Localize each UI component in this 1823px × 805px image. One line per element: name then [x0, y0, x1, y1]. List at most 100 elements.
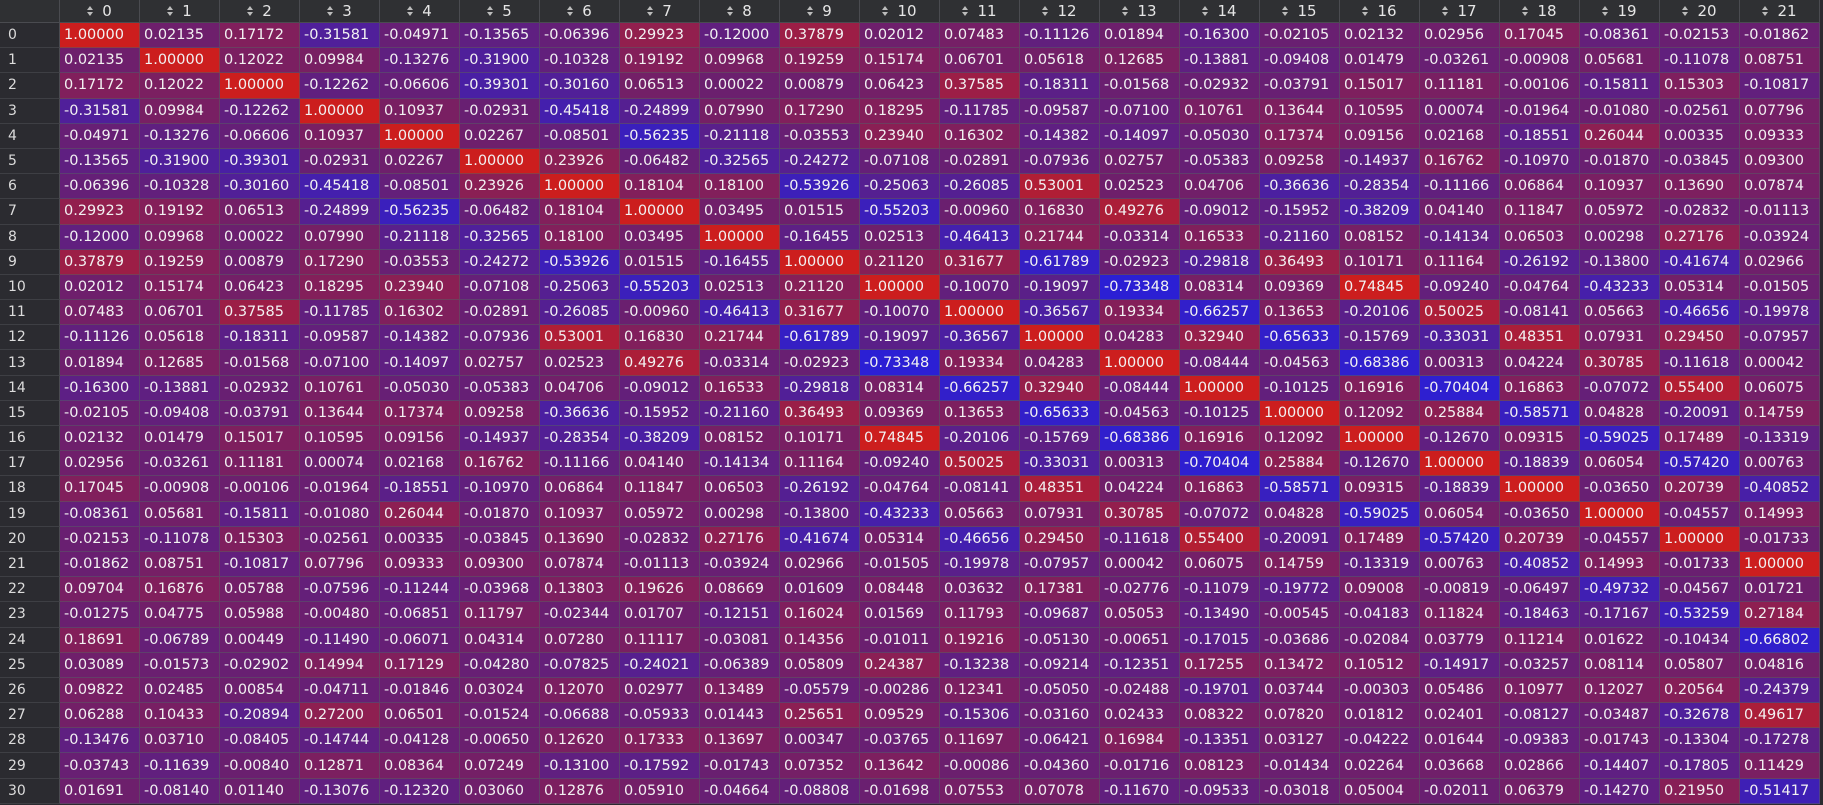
table-cell[interactable]: 0.05681 — [1580, 48, 1660, 74]
table-cell[interactable]: 1.00000 — [940, 300, 1020, 326]
table-cell[interactable]: 0.16916 — [1180, 426, 1260, 452]
table-cell[interactable]: -0.13800 — [780, 501, 860, 527]
table-cell[interactable]: 0.00879 — [780, 73, 860, 99]
table-cell[interactable]: 0.07483 — [60, 300, 140, 326]
table-cell[interactable]: 0.11697 — [940, 728, 1020, 754]
table-cell[interactable]: -0.04280 — [460, 652, 540, 678]
table-cell[interactable]: -0.36567 — [940, 325, 1020, 351]
table-cell[interactable]: 0.17374 — [380, 400, 460, 426]
table-cell[interactable]: -0.08501 — [540, 123, 620, 149]
table-cell[interactable]: -0.02153 — [1660, 23, 1740, 49]
table-cell[interactable]: -0.11490 — [300, 627, 380, 653]
table-cell[interactable]: 0.04224 — [1500, 350, 1580, 376]
table-cell[interactable]: -0.01113 — [620, 551, 700, 578]
table-cell[interactable]: -0.11618 — [1660, 350, 1740, 376]
table-cell[interactable]: 0.18691 — [60, 627, 140, 653]
table-cell[interactable]: 0.19334 — [1100, 300, 1180, 326]
table-cell[interactable]: -0.12670 — [1420, 426, 1500, 452]
table-cell[interactable]: -0.24021 — [620, 652, 700, 678]
table-cell[interactable]: -0.03160 — [1020, 703, 1100, 729]
table-cell[interactable]: -0.03553 — [780, 123, 860, 149]
table-cell[interactable]: -0.06497 — [1500, 577, 1580, 603]
table-cell[interactable]: 0.01644 — [1420, 728, 1500, 754]
table-cell[interactable]: 0.14994 — [300, 652, 380, 678]
table-cell[interactable]: 0.14759 — [1740, 400, 1820, 426]
table-cell[interactable]: -0.20091 — [1660, 400, 1740, 426]
column-header-11[interactable]: 11 — [940, 0, 1020, 23]
table-cell[interactable]: 0.09333 — [380, 551, 460, 578]
table-cell[interactable]: 0.00763 — [1420, 551, 1500, 578]
table-cell[interactable]: 0.11164 — [1420, 249, 1500, 275]
table-cell[interactable]: 0.17045 — [60, 476, 140, 502]
table-cell[interactable]: 0.08114 — [1580, 652, 1660, 678]
table-cell[interactable]: 0.03744 — [1260, 677, 1340, 704]
table-cell[interactable]: -0.13304 — [1660, 728, 1740, 754]
table-cell[interactable]: 0.07078 — [1020, 778, 1100, 804]
table-cell[interactable]: -0.06606 — [380, 73, 460, 99]
table-cell[interactable]: 0.12022 — [140, 73, 220, 99]
table-cell[interactable]: 0.32940 — [1180, 325, 1260, 351]
table-cell[interactable]: -0.15769 — [1020, 426, 1100, 452]
table-cell[interactable]: 1.00000 — [700, 224, 780, 250]
table-cell[interactable]: -0.19772 — [1260, 577, 1340, 603]
table-cell[interactable]: -0.04563 — [1100, 400, 1180, 426]
table-cell[interactable]: 0.37585 — [940, 73, 1020, 99]
table-cell[interactable]: -0.00819 — [1420, 577, 1500, 603]
table-cell[interactable]: -0.00303 — [1340, 677, 1420, 704]
table-cell[interactable]: -0.53926 — [780, 174, 860, 200]
table-cell[interactable]: 0.19192 — [620, 48, 700, 74]
table-cell[interactable]: -0.28354 — [540, 426, 620, 452]
table-cell[interactable]: 0.00298 — [1580, 224, 1660, 250]
table-cell[interactable]: 0.02401 — [1420, 703, 1500, 729]
table-cell[interactable]: -0.02932 — [1180, 73, 1260, 99]
table-cell[interactable]: 0.02513 — [860, 224, 940, 250]
table-cell[interactable]: 0.21120 — [780, 274, 860, 301]
table-cell[interactable]: 0.25884 — [1260, 451, 1340, 477]
table-cell[interactable]: 0.07874 — [1740, 174, 1820, 200]
table-cell[interactable]: 0.23926 — [460, 174, 540, 200]
table-cell[interactable]: -0.36636 — [1260, 174, 1340, 200]
table-cell[interactable]: -0.30160 — [220, 174, 300, 200]
table-cell[interactable]: -0.00908 — [140, 476, 220, 502]
table-cell[interactable]: -0.30160 — [540, 73, 620, 99]
table-cell[interactable]: -0.08141 — [1500, 300, 1580, 326]
table-cell[interactable]: -0.03081 — [700, 627, 780, 653]
table-cell[interactable]: -0.11078 — [1660, 48, 1740, 74]
table-cell[interactable]: 0.30785 — [1580, 350, 1660, 376]
sort-updown-icon[interactable] — [1442, 6, 1449, 16]
table-cell[interactable]: 1.00000 — [540, 174, 620, 200]
table-cell[interactable]: -0.21118 — [700, 123, 780, 149]
table-cell[interactable]: 0.12092 — [1340, 400, 1420, 426]
table-cell[interactable]: 1.00000 — [1180, 375, 1260, 401]
table-cell[interactable]: -0.09240 — [860, 451, 940, 477]
table-cell[interactable]: -0.24379 — [1740, 677, 1820, 704]
table-cell[interactable]: -0.11166 — [540, 451, 620, 477]
table-cell[interactable]: -0.02891 — [460, 300, 540, 326]
table-cell[interactable]: 0.00854 — [220, 677, 300, 704]
table-cell[interactable]: -0.02488 — [1100, 677, 1180, 704]
table-cell[interactable]: -0.33031 — [1020, 451, 1100, 477]
table-cell[interactable]: -0.14097 — [1100, 123, 1180, 149]
table-cell[interactable]: -0.68386 — [1340, 350, 1420, 376]
table-cell[interactable]: -0.06421 — [1020, 728, 1100, 754]
table-cell[interactable]: -0.08361 — [60, 501, 140, 527]
table-cell[interactable]: 0.36493 — [1260, 249, 1340, 275]
table-cell[interactable]: -0.01080 — [300, 501, 380, 527]
table-cell[interactable]: -0.45418 — [540, 98, 620, 124]
table-cell[interactable]: -0.38209 — [620, 426, 700, 452]
table-cell[interactable]: -0.25063 — [540, 274, 620, 301]
table-cell[interactable]: -0.32565 — [460, 224, 540, 250]
table-cell[interactable]: 0.12092 — [1260, 426, 1340, 452]
table-cell[interactable]: 0.06423 — [860, 73, 940, 99]
table-cell[interactable]: -0.40852 — [1500, 551, 1580, 578]
table-cell[interactable]: -0.18551 — [1500, 123, 1580, 149]
column-header-16[interactable]: 16 — [1340, 0, 1420, 23]
table-cell[interactable]: 0.16533 — [700, 375, 780, 401]
table-cell[interactable]: -0.04563 — [1260, 350, 1340, 376]
table-cell[interactable]: 0.37585 — [220, 300, 300, 326]
table-cell[interactable]: 0.13697 — [700, 728, 780, 754]
table-cell[interactable]: -0.03018 — [1260, 778, 1340, 804]
table-cell[interactable]: -0.09383 — [1500, 728, 1580, 754]
table-cell[interactable]: 0.12341 — [940, 677, 1020, 704]
sort-updown-icon[interactable] — [647, 6, 654, 16]
